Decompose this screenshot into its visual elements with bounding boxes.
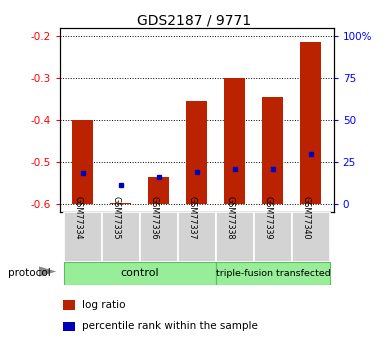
Bar [63, 322, 75, 331]
Polygon shape [39, 266, 56, 277]
Bar [102, 212, 140, 262]
Bar [224, 78, 245, 204]
Bar [254, 212, 292, 262]
Text: GSM77334: GSM77334 [74, 196, 83, 240]
Text: percentile rank within the sample: percentile rank within the sample [82, 322, 258, 332]
Bar [300, 42, 321, 204]
Text: GSM77336: GSM77336 [150, 196, 159, 240]
Text: GDS2187 / 9771: GDS2187 / 9771 [137, 14, 251, 28]
Bar [216, 262, 330, 285]
Bar [292, 212, 330, 262]
Bar [262, 97, 283, 204]
Text: GSM77335: GSM77335 [112, 196, 121, 240]
Bar [64, 212, 102, 262]
Text: triple-fusion transfected: triple-fusion transfected [215, 269, 330, 278]
Text: GSM77340: GSM77340 [302, 196, 311, 240]
Text: log ratio: log ratio [82, 300, 126, 310]
Text: GSM77339: GSM77339 [264, 196, 273, 240]
Text: GSM77338: GSM77338 [226, 196, 235, 240]
Bar [64, 262, 216, 285]
Bar [187, 101, 207, 204]
Bar [178, 212, 216, 262]
Bar [140, 212, 178, 262]
Bar [111, 203, 132, 204]
Bar [149, 177, 170, 204]
Text: control: control [121, 268, 159, 278]
Text: GSM77337: GSM77337 [188, 196, 197, 240]
Bar [63, 300, 75, 310]
Bar [73, 120, 94, 204]
Bar [216, 212, 254, 262]
Text: protocol: protocol [8, 268, 50, 278]
